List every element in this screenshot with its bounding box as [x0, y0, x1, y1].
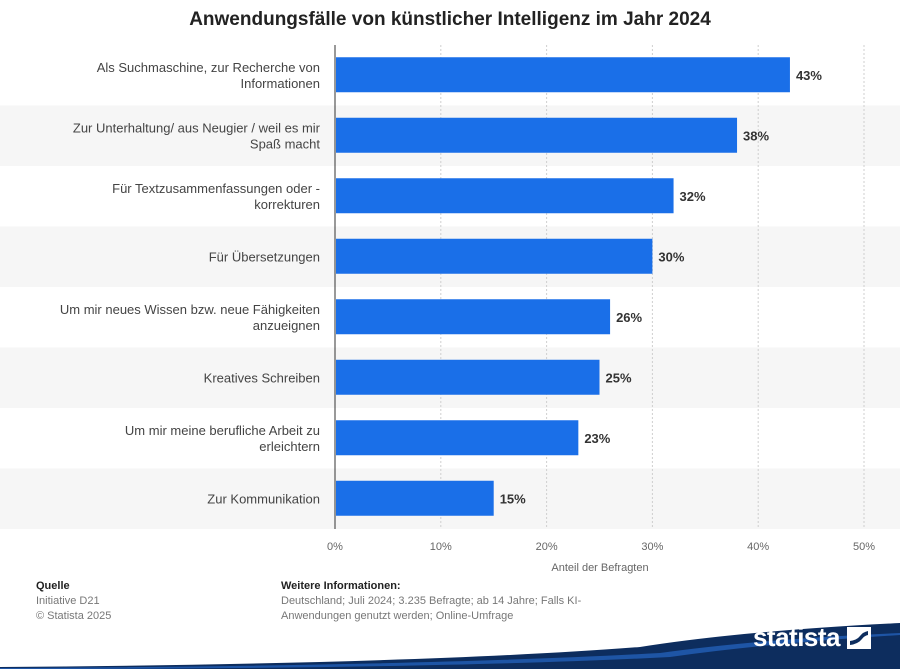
data-label: 43% — [796, 68, 822, 83]
tick-label: 30% — [641, 541, 663, 553]
statista-logo-icon — [847, 626, 871, 649]
row-bands — [0, 105, 900, 529]
data-label: 38% — [743, 128, 769, 143]
info-line: Anwendungen genutzt werden; Online-Umfra… — [281, 610, 514, 622]
category-label-line: anzueignen — [253, 318, 320, 333]
bar[interactable] — [336, 480, 494, 516]
category-label-line: korrekturen — [254, 197, 320, 212]
bar[interactable] — [336, 238, 653, 274]
x-axis-title: Anteil der Befragten — [551, 562, 648, 574]
tick-label: 20% — [536, 541, 558, 553]
tick-label: 50% — [853, 541, 875, 553]
data-label: 26% — [616, 310, 642, 325]
x-axis-ticks: 0% 10% 20% 30% 40% 50% — [327, 541, 875, 553]
category-label-line: Für Übersetzungen — [209, 249, 320, 264]
data-label: 25% — [606, 370, 632, 385]
data-label: 15% — [500, 491, 526, 506]
brand-wave — [0, 623, 900, 669]
bar-chart: Als Suchmaschine, zur Recherche von Infor… — [0, 45, 900, 574]
category-label: Kreatives Schreiben — [204, 370, 320, 385]
bar[interactable] — [336, 178, 674, 214]
statista-logo[interactable]: statista — [753, 622, 872, 653]
category-label-line: Für Textzusammenfassungen oder - — [112, 181, 320, 196]
category-label-line: Spaß macht — [250, 136, 320, 151]
tick-label: 0% — [327, 541, 343, 553]
data-label: 23% — [584, 431, 610, 446]
category-label: Um mir neues Wissen bzw. neue Fähigkeite… — [60, 302, 320, 333]
category-label-line: Zur Unterhaltung/ aus Neugier / weil es … — [73, 120, 321, 135]
bar[interactable] — [336, 420, 579, 456]
tick-label: 40% — [747, 541, 769, 553]
category-label-line: Informationen — [241, 76, 321, 91]
info-line: Deutschland; Juli 2024; 3.235 Befragte; … — [281, 595, 582, 607]
data-label: 32% — [680, 189, 706, 204]
category-label-line: Als Suchmaschine, zur Recherche von — [97, 60, 320, 75]
source-line: Initiative D21 — [36, 595, 100, 607]
category-label: Um mir meine berufliche Arbeit zu erleich… — [125, 423, 320, 454]
category-label: Zur Unterhaltung/ aus Neugier / weil es … — [73, 120, 321, 151]
category-label-line: Um mir neues Wissen bzw. neue Fähigkeite… — [60, 302, 320, 317]
bar[interactable] — [336, 299, 611, 335]
category-label-line: Um mir meine berufliche Arbeit zu — [125, 423, 320, 438]
category-label: Für Übersetzungen — [209, 249, 320, 264]
info-heading: Weitere Informationen: — [281, 580, 401, 592]
data-label: 30% — [658, 249, 684, 264]
copyright-line[interactable]: © Statista 2025 — [36, 610, 112, 622]
info-block: Weitere Informationen: Deutschland; Juli… — [281, 579, 591, 624]
tick-label: 10% — [430, 541, 452, 553]
bar[interactable] — [336, 57, 790, 93]
category-label-line: Zur Kommunikation — [207, 491, 320, 506]
category-label-line: Kreatives Schreiben — [204, 370, 320, 385]
bar[interactable] — [336, 117, 738, 153]
chart-title: Anwendungsfälle von künstlicher Intellig… — [189, 9, 711, 30]
brand-name: statista — [752, 622, 841, 652]
value-labels: 43% 38% 32% 30% 26% 25% 23% 15% — [500, 68, 823, 507]
category-label: Als Suchmaschine, zur Recherche von Infor… — [97, 60, 320, 91]
category-label: Zur Kommunikation — [207, 491, 320, 506]
bars — [336, 57, 790, 516]
source-heading: Quelle — [36, 580, 70, 592]
category-label: Für Textzusammenfassungen oder -korrektu… — [112, 181, 320, 212]
category-labels: Als Suchmaschine, zur Recherche von Infor… — [60, 60, 321, 507]
bar[interactable] — [336, 359, 600, 395]
category-label-line: erleichtern — [259, 439, 320, 454]
source-block: Quelle Initiative D21 © Statista 2025 — [36, 579, 111, 624]
